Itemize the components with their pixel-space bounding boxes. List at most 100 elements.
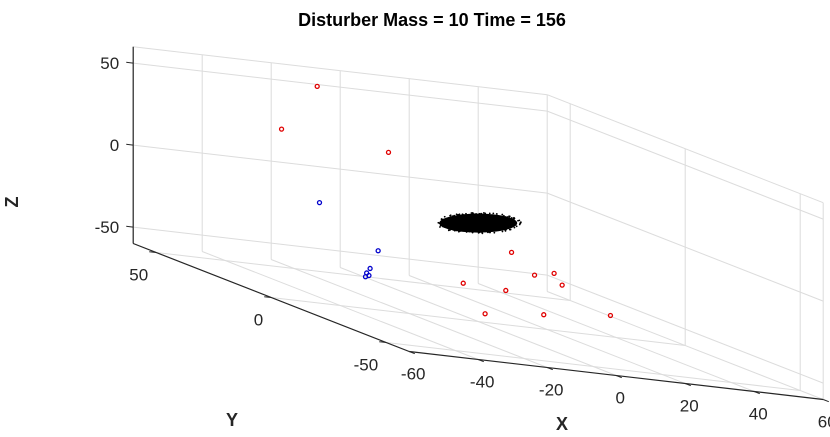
particle-disk	[437, 211, 522, 235]
disk-particle	[459, 230, 462, 232]
x-tick-mark	[547, 367, 553, 371]
x-tick-mark	[409, 351, 415, 355]
disk-particle	[505, 226, 508, 229]
disk-particle	[510, 225, 512, 228]
disk-particle	[453, 229, 456, 232]
disk-particle	[448, 226, 450, 229]
disk-particle	[442, 225, 445, 228]
disk-particle	[489, 231, 491, 234]
red-point	[482, 311, 488, 317]
z-tick-mark	[126, 61, 134, 64]
disk-particle	[481, 232, 484, 235]
disk-particle	[510, 217, 513, 219]
y-tick-mark	[264, 296, 272, 298]
grid-line-z-back	[133, 62, 548, 112]
red-point	[278, 126, 285, 132]
x-tick-mark	[616, 375, 622, 379]
x-axis-label: X	[556, 414, 568, 434]
disk-particle	[478, 231, 481, 234]
disk-particle	[488, 212, 491, 215]
disk-particle	[444, 224, 447, 227]
disk-particle	[510, 222, 513, 225]
grid-line-z-back	[133, 226, 548, 276]
disk-particle	[465, 231, 468, 233]
blue-point	[316, 199, 323, 206]
z-tick-mark	[126, 143, 134, 146]
disk-particle	[489, 230, 492, 232]
disk-particle	[506, 216, 509, 218]
disk-particle	[454, 215, 456, 218]
disk-particle	[473, 230, 476, 233]
disk-particle	[491, 214, 494, 217]
disk-particle	[515, 225, 518, 228]
x-tick-mark	[478, 359, 484, 363]
x-tick-label: 0	[615, 389, 624, 408]
disk-particle	[455, 229, 458, 232]
disk-particle	[495, 213, 498, 215]
red-point	[460, 280, 466, 286]
disk-particle	[446, 217, 448, 220]
disk-particle	[496, 214, 499, 217]
disk-particle	[471, 212, 474, 214]
grid-line-z-side	[547, 192, 824, 302]
disk-particle	[462, 213, 464, 216]
data-points	[278, 83, 614, 319]
disk-particle	[496, 228, 499, 231]
disk-particle	[513, 216, 515, 219]
disk-particle	[451, 216, 453, 219]
disk-particle	[439, 224, 442, 227]
tick-labels: -60 -40 -20 0 20 40 60 -50 0 50 -50 0 50	[95, 54, 830, 431]
x-tick-label: -60	[401, 365, 426, 384]
disk-particle	[468, 213, 470, 216]
x-tick-label: 60	[818, 413, 830, 432]
disk-particle	[463, 214, 466, 217]
y-tick-mark	[379, 341, 387, 343]
x-tick-label: -40	[470, 373, 495, 392]
disk-particle	[442, 223, 445, 225]
y-tick-label: -50	[354, 356, 379, 375]
disk-particle	[477, 214, 480, 216]
disk-particle	[468, 230, 471, 233]
disk-particle	[466, 214, 469, 217]
disk-particle	[518, 219, 521, 222]
grid-line-z-back	[133, 144, 548, 194]
disk-particle	[446, 226, 449, 229]
red-point	[541, 312, 547, 318]
disk-particle	[498, 229, 500, 232]
y-axis-label: Y	[226, 410, 238, 430]
disk-particle	[473, 213, 476, 216]
disk-particle	[447, 229, 450, 232]
disk-particle	[457, 213, 460, 216]
red-point	[551, 270, 557, 276]
disk-particle	[440, 218, 443, 220]
disk-body	[439, 213, 518, 233]
grid-line-z-side	[547, 110, 824, 220]
disk-particle	[505, 217, 508, 220]
disk-particle	[439, 226, 441, 228]
disk-particle	[511, 218, 514, 221]
grid-line-y-floor	[271, 297, 686, 346]
pane-edge	[133, 46, 548, 96]
z-axis-label: Z	[2, 197, 22, 208]
disk-particle	[484, 212, 487, 215]
disk-particle	[470, 212, 473, 214]
y-tick-label: 50	[129, 266, 148, 285]
disk-particle	[492, 212, 495, 215]
x-tick-mark	[754, 391, 760, 395]
disk-particle	[449, 214, 452, 217]
y-tick-mark	[149, 251, 157, 253]
grid-lines	[132, 46, 824, 400]
red-point	[385, 149, 392, 156]
red-point	[503, 287, 509, 294]
disk-particle	[439, 222, 442, 225]
axes	[126, 46, 829, 403]
disk-particle	[493, 229, 496, 232]
disk-particle	[480, 212, 483, 215]
disk-particle	[519, 221, 522, 224]
disk-particle	[518, 223, 521, 226]
blue-point	[362, 274, 369, 280]
z-tick-mark	[126, 225, 134, 228]
disk-particle	[504, 229, 507, 232]
disk-particle	[509, 228, 512, 231]
grid-line-z-side	[547, 274, 824, 384]
